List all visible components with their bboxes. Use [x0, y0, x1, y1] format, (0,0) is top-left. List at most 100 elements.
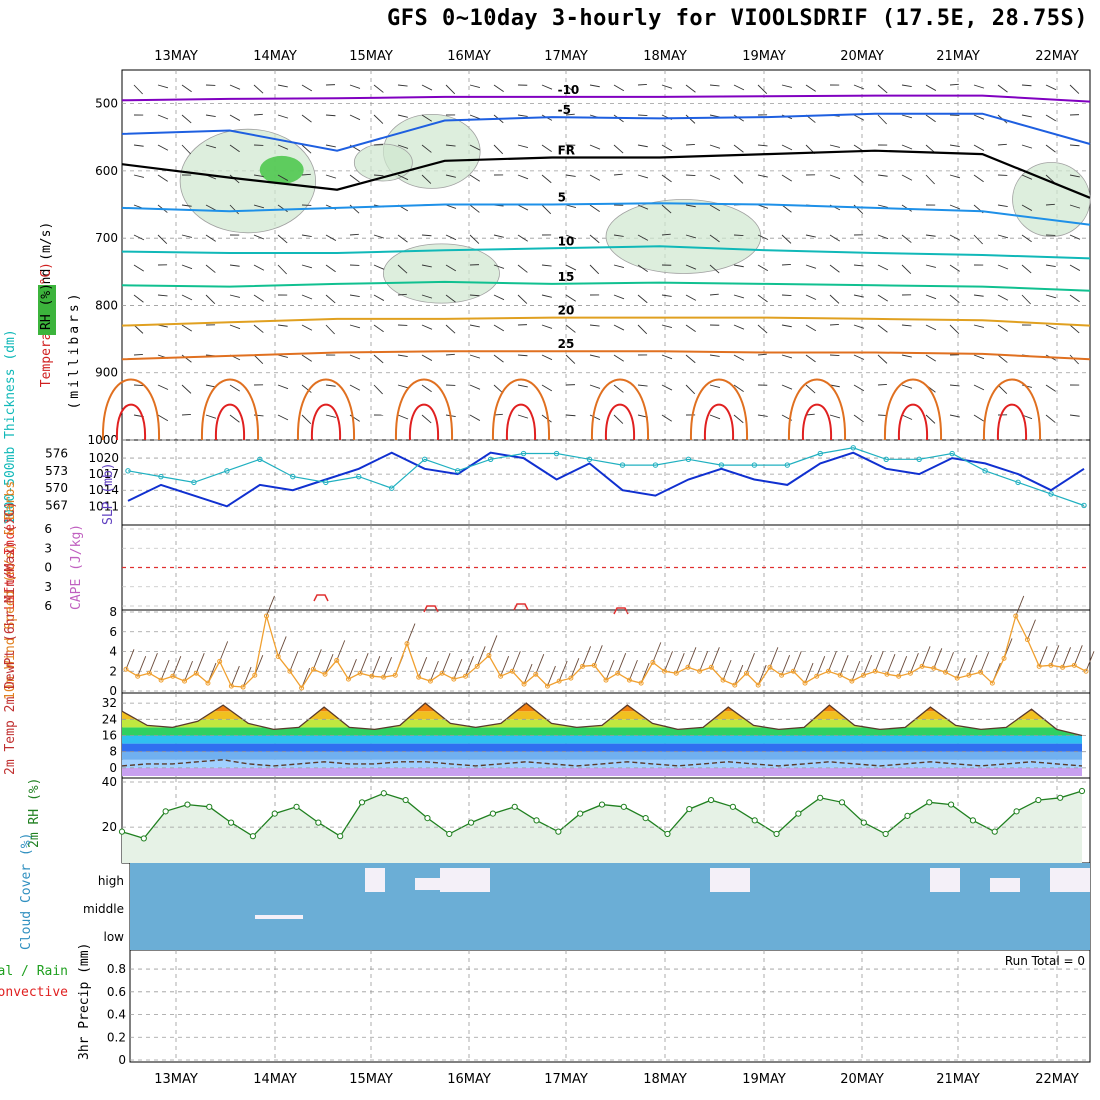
wind-barb-10m	[956, 657, 966, 679]
date-label-top: 18MAY	[643, 49, 687, 64]
wind-barb-10m	[1015, 595, 1025, 617]
rh-point	[249, 833, 257, 840]
wind-barb	[781, 144, 793, 151]
wind-tick: 2	[109, 664, 117, 678]
isotherm-label: 20	[558, 304, 575, 318]
wind10m-point	[1060, 664, 1066, 670]
wind-barb-10m	[441, 653, 451, 674]
precip-legend-convective: Convective	[0, 985, 68, 1000]
wind-barb	[949, 324, 960, 335]
wind-barb-10m	[675, 653, 685, 674]
wind-barb	[229, 384, 241, 392]
wind-barb	[613, 384, 624, 393]
wind-barb	[829, 414, 841, 419]
wind-barb	[421, 144, 432, 153]
isotherm-FR	[121, 149, 1091, 199]
wind-barb	[637, 84, 647, 86]
wind10m-point	[615, 670, 621, 676]
wind-barb	[997, 143, 1007, 146]
wind-barb	[1021, 144, 1033, 149]
wind-barb	[805, 413, 815, 416]
wind-barb	[277, 264, 287, 275]
wind-barb	[229, 294, 240, 298]
wind-barb-10m	[781, 655, 791, 676]
wind-barb	[541, 354, 553, 361]
wind-barb	[685, 264, 697, 270]
thickness-tick: 576	[45, 447, 68, 461]
wind-barb	[1021, 114, 1032, 118]
cloud-gap	[1050, 868, 1090, 892]
rh-point	[729, 803, 737, 810]
wind-barb-10m	[511, 651, 521, 672]
thickness-tick: 573	[45, 464, 68, 478]
wind-barb-10m	[137, 656, 147, 677]
rh-point	[184, 801, 191, 808]
run-total: Run Total = 0	[1005, 954, 1085, 968]
wind-barb-10m	[863, 655, 872, 676]
wind-barb-10m	[792, 651, 802, 672]
temp-band	[122, 767, 1082, 776]
wind-barb	[349, 324, 361, 329]
wind-barb-10m	[933, 648, 943, 669]
wind-barb	[133, 384, 144, 387]
wind-barb	[589, 84, 600, 88]
temp-tick: 32	[102, 696, 117, 710]
wind10m-point	[697, 668, 703, 674]
wind-barb	[181, 294, 193, 301]
wind10m-point	[1048, 662, 1054, 668]
date-label-bottom: 18MAY	[643, 1072, 687, 1087]
wind-barb-10m	[1062, 647, 1072, 668]
wind-barb	[565, 354, 576, 364]
rh-point	[293, 803, 300, 810]
wind-barb	[1045, 294, 1057, 299]
wind10m-point	[966, 672, 972, 678]
rh-point	[838, 799, 846, 806]
cloud-gap	[710, 868, 750, 892]
wind-barb-10m	[804, 662, 814, 684]
wind-barb	[781, 84, 792, 88]
thickness-point	[454, 468, 461, 474]
wind-barb	[301, 384, 312, 393]
wind-barb	[1069, 414, 1080, 417]
thickness-point	[257, 456, 263, 463]
wind-barb	[205, 204, 217, 211]
wind-barb	[781, 264, 791, 266]
wind-barb	[901, 84, 912, 88]
wind10m-point	[498, 673, 504, 679]
wind10m-point	[626, 677, 632, 683]
thickness-point	[421, 456, 428, 463]
wind-tick: 6	[109, 625, 117, 639]
wind-barb	[349, 354, 361, 360]
rh-label: RH (%)	[39, 283, 54, 330]
wind-barb	[277, 174, 289, 181]
wind-barb	[397, 174, 409, 181]
wind-barb	[733, 234, 744, 237]
wind10m-point	[767, 664, 773, 670]
wind-barb	[181, 264, 193, 270]
wind-barb	[1045, 384, 1056, 392]
isotherm-25-loop	[491, 378, 551, 441]
wind-barb	[565, 204, 577, 209]
wind-barb	[133, 234, 145, 241]
wind-barb	[517, 204, 529, 211]
wind-barb	[565, 414, 576, 417]
date-label-bottom: 16MAY	[447, 1072, 491, 1087]
wind-barb	[181, 144, 191, 155]
wind10m-point	[521, 681, 527, 687]
wind-barb	[517, 354, 528, 357]
wind10m-point	[755, 682, 761, 688]
wind-barb-10m	[980, 652, 990, 673]
wind-barb	[661, 174, 672, 183]
wind-barb-10m	[617, 653, 627, 674]
isotherm-30-loop	[801, 403, 833, 441]
wind-barb	[901, 354, 912, 358]
wind-barb	[829, 264, 840, 273]
wind10m-point	[989, 680, 995, 686]
wind-barb	[997, 384, 1008, 395]
wind-barb-10m	[898, 656, 908, 677]
wind-barb	[925, 84, 937, 91]
temp-tick: 24	[102, 712, 117, 726]
temp-band	[122, 751, 1082, 760]
thickness-point	[1048, 491, 1054, 497]
wind-barb	[397, 144, 409, 149]
